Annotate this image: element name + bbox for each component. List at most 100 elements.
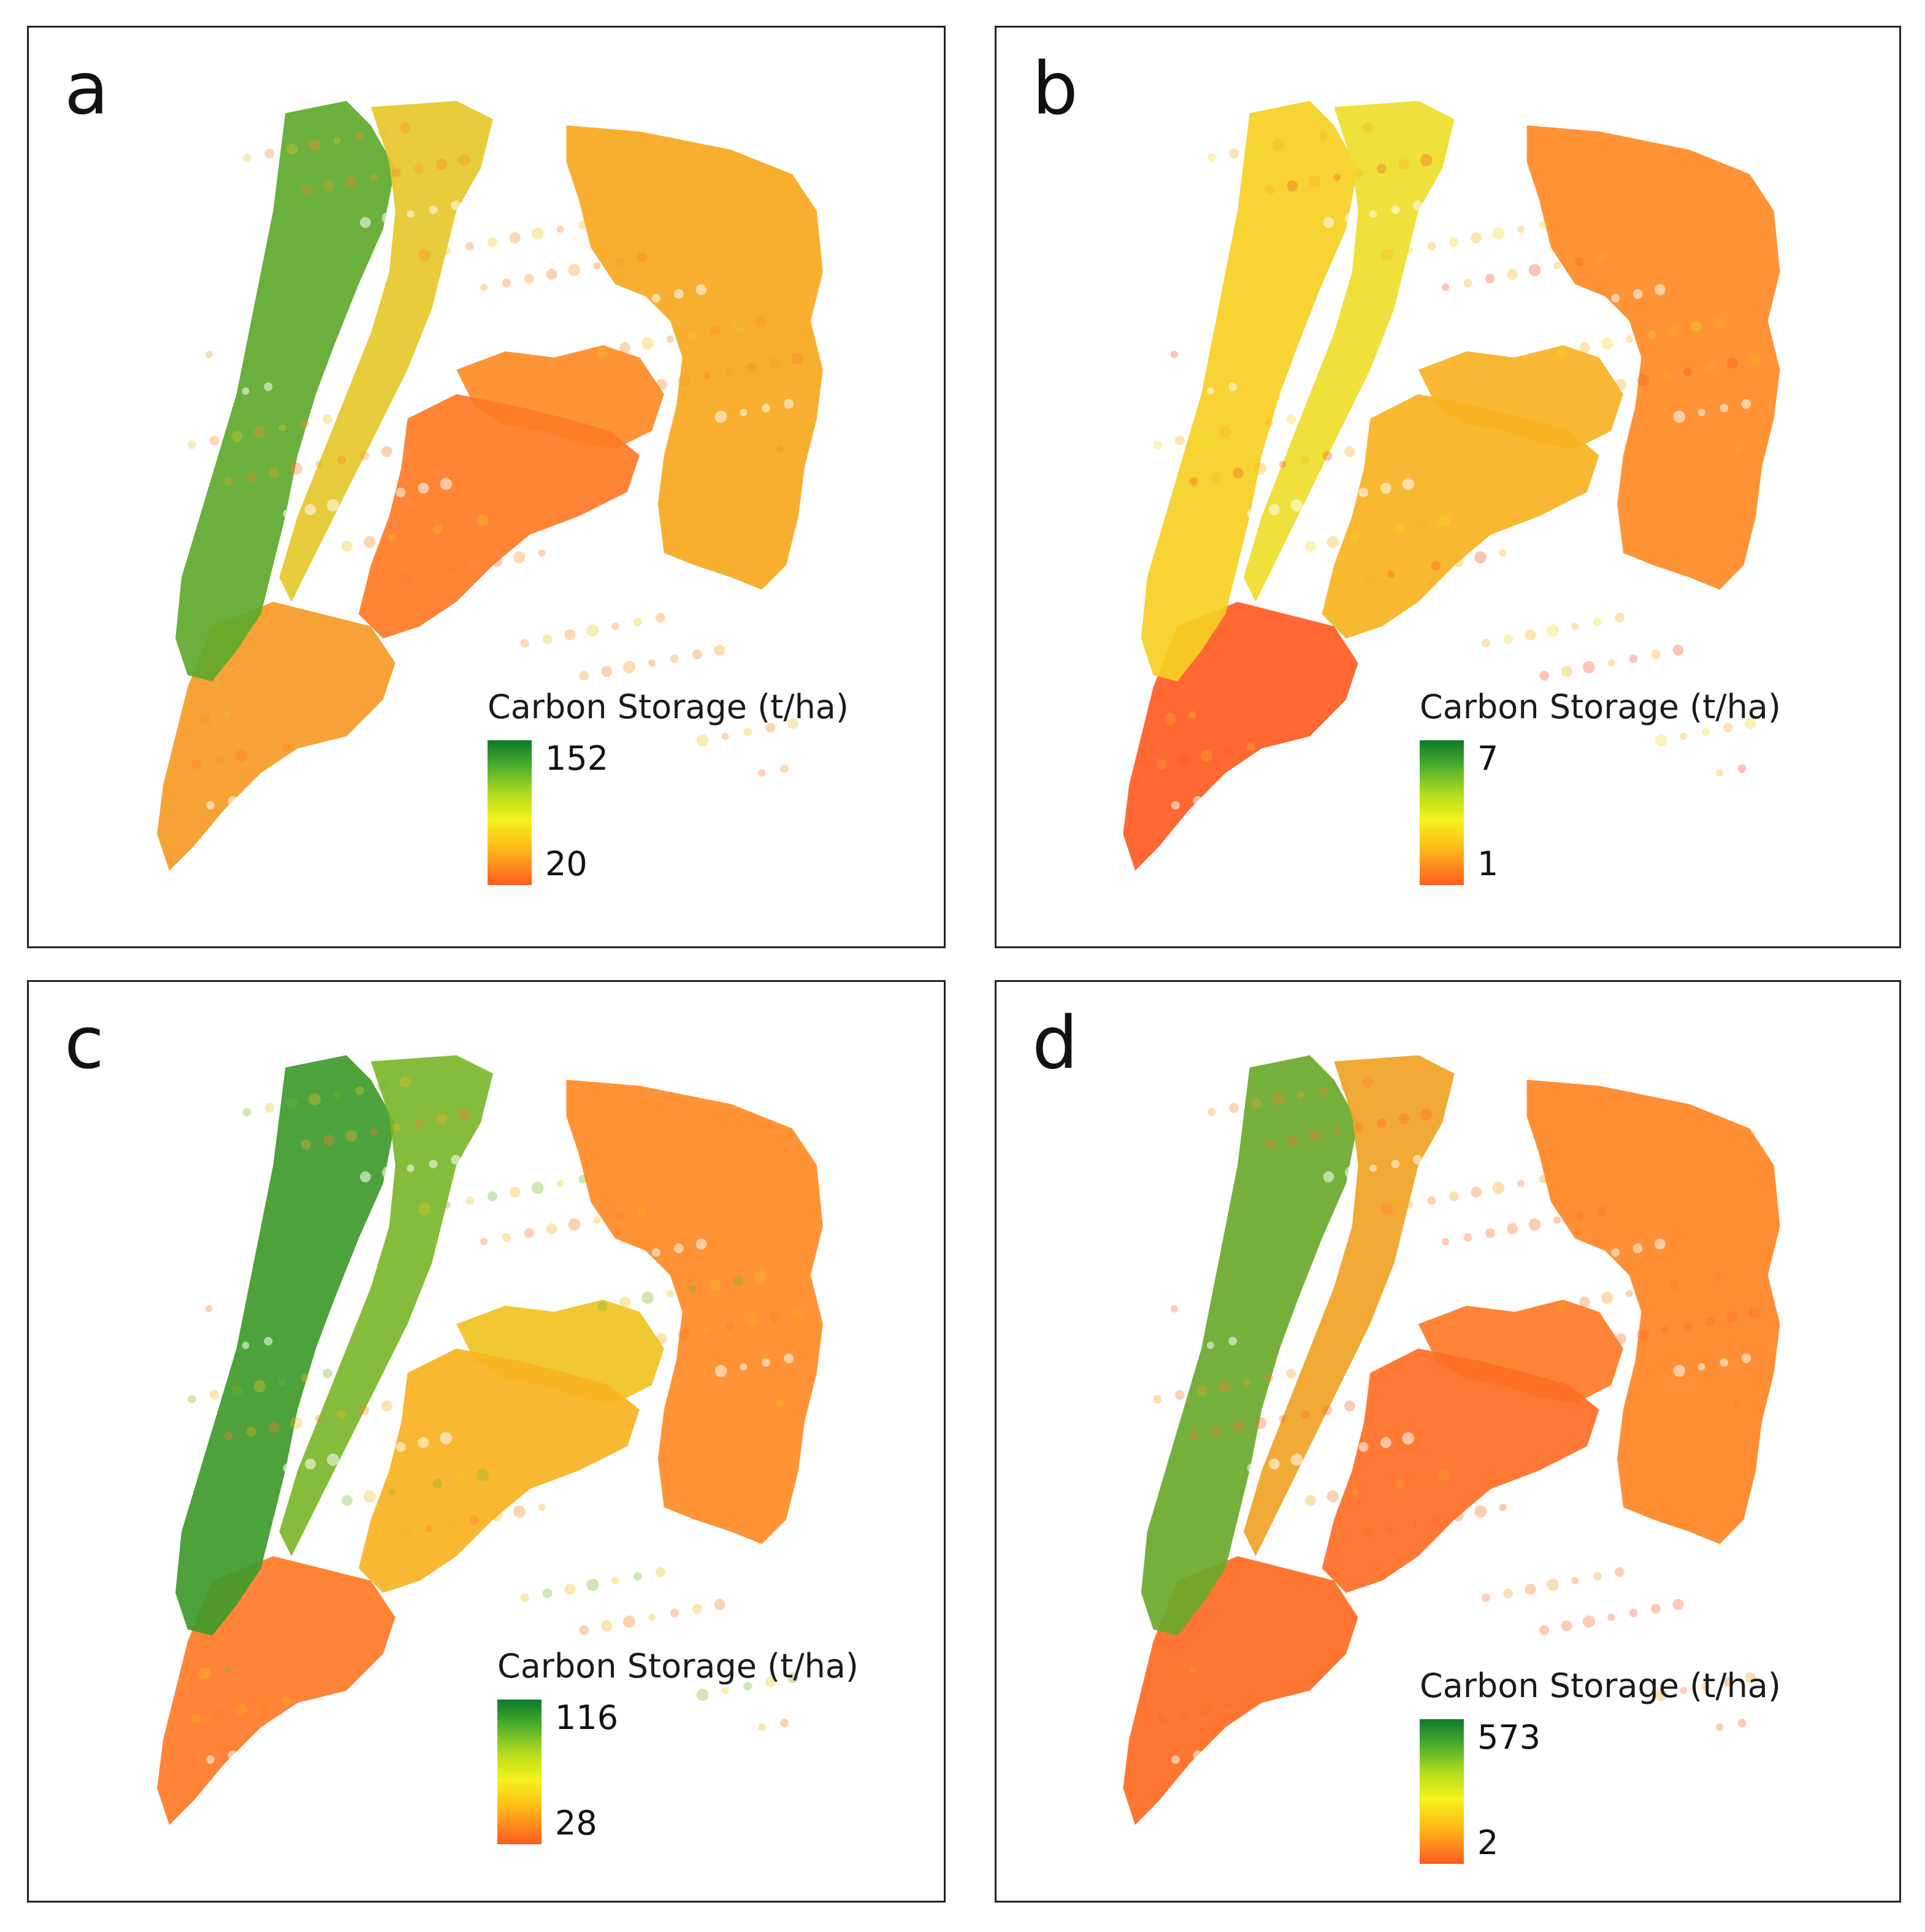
raster-speckle [1539, 670, 1550, 681]
raster-speckle [1449, 1191, 1459, 1202]
raster-speckle [1196, 431, 1207, 442]
raster-speckle [743, 1682, 752, 1691]
raster-speckle [340, 775, 351, 785]
legend-color-ramp [1420, 1719, 1464, 1864]
raster-speckle [542, 634, 553, 644]
raster-speckle [1705, 362, 1715, 372]
raster-speckle [769, 1311, 781, 1323]
raster-speckle [633, 618, 642, 627]
legend-max-value: 152 [545, 739, 609, 778]
raster-speckle [209, 1390, 220, 1400]
raster-speckle [187, 1395, 196, 1404]
raster-speckle [418, 248, 431, 261]
raster-speckle [586, 624, 599, 637]
raster-speckle [1333, 1128, 1341, 1135]
raster-speckle [1741, 1353, 1751, 1363]
region-westAlt [279, 1055, 493, 1557]
raster-speckle [191, 1714, 201, 1724]
raster-speckle [1503, 1589, 1514, 1598]
raster-speckle [1597, 1657, 1609, 1668]
raster-speckle [655, 1567, 665, 1577]
raster-speckle [1492, 227, 1505, 240]
raster-speckle [377, 127, 388, 137]
raster-speckle [531, 227, 544, 240]
raster-speckle [1712, 1270, 1725, 1283]
raster-speckle [754, 1270, 767, 1283]
raster-speckle [429, 1159, 438, 1168]
raster-speckle [447, 565, 456, 575]
raster-speckle [1691, 1275, 1702, 1287]
raster-speckle [198, 713, 211, 726]
raster-speckle [1242, 424, 1250, 432]
raster-speckle [758, 1723, 766, 1731]
raster-speckle [1467, 1552, 1477, 1562]
raster-speckle [729, 686, 739, 696]
region-east [1526, 125, 1780, 590]
region-west [175, 1055, 396, 1636]
raster-speckle [1445, 602, 1454, 611]
raster-speckle [359, 1405, 369, 1416]
raster-speckle [673, 1243, 684, 1254]
raster-speckle [509, 232, 521, 243]
raster-speckle [462, 607, 470, 615]
raster-speckle [418, 483, 429, 494]
raster-speckle [1229, 1103, 1239, 1113]
raster-speckle [505, 597, 516, 608]
raster-speckle [1535, 586, 1543, 594]
region-westAlt [1243, 1055, 1455, 1557]
raster-speckle [216, 1343, 229, 1356]
raster-speckle [776, 1400, 784, 1408]
raster-speckle [1423, 1562, 1431, 1570]
raster-speckle [400, 572, 413, 585]
raster-speckle [205, 350, 213, 358]
raster-speckle [1344, 1400, 1355, 1412]
raster-speckle [710, 326, 721, 335]
raster-speckle [1182, 389, 1195, 402]
raster-speckle [1182, 1343, 1195, 1356]
raster-speckle [1687, 686, 1697, 696]
raster-speckle [655, 613, 665, 623]
raster-speckle [301, 185, 312, 195]
raster-speckle [242, 387, 250, 395]
raster-speckle [1326, 535, 1339, 548]
raster-speckle [1250, 1098, 1262, 1110]
raster-speckle [1445, 1557, 1454, 1566]
region-mid [358, 394, 640, 639]
raster-speckle [1170, 350, 1178, 358]
raster-speckle [1625, 335, 1633, 343]
raster-speckle [1305, 1495, 1316, 1506]
raster-speckle [1420, 154, 1433, 167]
raster-speckle [780, 1719, 789, 1728]
raster-speckle [1583, 1615, 1595, 1628]
raster-speckle [1547, 1579, 1559, 1592]
raster-speckle [703, 372, 711, 380]
raster-speckle [747, 362, 757, 372]
raster-speckle [363, 1490, 376, 1503]
map-panel-c: c Carbon Storage (t/ha) 116 28 [27, 980, 946, 1903]
raster-speckle [1539, 1625, 1550, 1635]
raster-speckle [1644, 696, 1651, 703]
raster-speckle [1748, 352, 1761, 365]
raster-speckle [1737, 764, 1747, 773]
raster-speckle [465, 242, 475, 251]
raster-speckle [586, 1579, 599, 1592]
raster-speckle [1575, 1211, 1584, 1221]
raster-speckle [1661, 372, 1669, 380]
raster-speckle [278, 1378, 286, 1386]
raster-speckle [272, 1741, 285, 1753]
raster-speckle [520, 1593, 529, 1602]
raster-speckle [751, 681, 762, 692]
raster-speckle [1214, 1746, 1226, 1757]
raster-speckle [1287, 1135, 1298, 1146]
raster-speckle [458, 154, 471, 167]
raster-speckle [1701, 1682, 1710, 1691]
raster-speckle [706, 691, 716, 700]
raster-speckle [315, 461, 323, 469]
raster-speckle [762, 1358, 771, 1367]
raster-speckle [1615, 1567, 1625, 1577]
raster-speckle [725, 1321, 734, 1330]
raster-speckle [440, 1432, 453, 1444]
raster-speckle [1607, 1613, 1615, 1621]
legend-title: Carbon Storage (t/ha) [1420, 1666, 1781, 1705]
raster-speckle [359, 451, 369, 461]
